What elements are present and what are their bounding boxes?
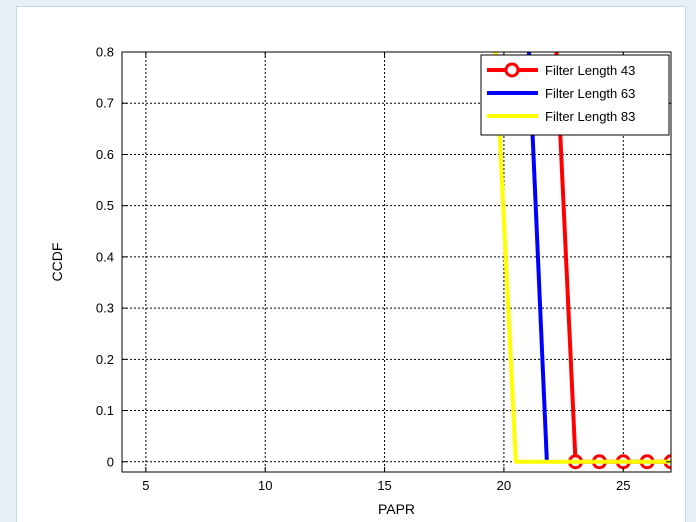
axis-ticks: 5 10 15 20 25 0 0.1 0.2 0.3 0.4 0.5 0.6 0.7 0.8: [96, 45, 671, 493]
y-axis-label: CCDF: [49, 243, 65, 282]
series-line-2: [493, 52, 671, 464]
y-tick-label: 0.8: [96, 45, 114, 60]
x-tick-label: 20: [497, 478, 511, 493]
legend-label-2: Filter Length 83: [545, 109, 635, 124]
legend-label-0: Filter Length 43: [545, 63, 635, 78]
y-tick-label: 0.6: [96, 147, 114, 162]
legend-label-1: Filter Length 63: [545, 86, 635, 101]
x-tick-label: 10: [258, 478, 272, 493]
y-tick-label: 0.5: [96, 198, 114, 213]
x-axis-label: PAPR: [378, 501, 415, 517]
legend-marker-0: [504, 62, 520, 78]
y-tick-label: 0.1: [96, 403, 114, 418]
x-tick-label: 15: [377, 478, 391, 493]
y-tick-label: 0: [107, 454, 114, 469]
y-tick-label: 0.7: [96, 96, 114, 111]
legend: Filter Length 43 Filter Length 63 Filter L…: [480, 54, 670, 136]
y-tick-label: 0.2: [96, 352, 114, 367]
y-tick-label: 0.4: [96, 249, 114, 264]
y-tick-label: 0.3: [96, 301, 114, 316]
figure-panel: 5 10 15 20 25 0 0.1 0.2 0.3 0.4 0.5 0.6 0.7 0.8 PAPR …: [16, 6, 686, 522]
axes-frame: [121, 51, 672, 473]
x-tick-label: 5: [142, 478, 149, 493]
x-tick-label: 25: [616, 478, 630, 493]
